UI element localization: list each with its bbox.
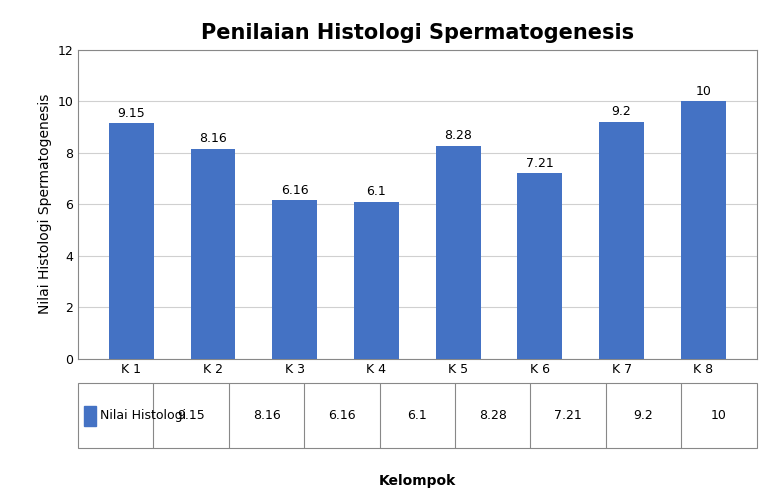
Text: 6.16: 6.16 [281,184,309,197]
Bar [190,148,236,359]
Bar [354,202,399,359]
Text: 8.16: 8.16 [199,132,227,145]
Text: 9.15: 9.15 [177,409,205,422]
Text: 9.2: 9.2 [633,409,654,422]
Bar [681,101,725,359]
Title: Penilaian Histologi Spermatogenesis: Penilaian Histologi Spermatogenesis [200,23,634,43]
Bar [436,145,480,359]
Bar [599,122,644,359]
Text: 6.16: 6.16 [328,409,356,422]
Text: 8.28: 8.28 [445,129,472,142]
Text: 9.2: 9.2 [612,106,632,119]
Text: 7.21: 7.21 [555,409,582,422]
Text: 10: 10 [711,409,727,422]
Text: 10: 10 [695,85,711,98]
Text: 8.16: 8.16 [253,409,280,422]
Bar [272,200,317,359]
Text: Kelompok: Kelompok [378,474,456,488]
Bar [517,173,562,359]
Text: 8.28: 8.28 [479,409,507,422]
Text: 7.21: 7.21 [526,157,554,170]
Text: Nilai Histologi: Nilai Histologi [101,409,186,422]
Text: 6.1: 6.1 [367,185,386,198]
Y-axis label: Nilai Histologi Spermatogenesis: Nilai Histologi Spermatogenesis [37,94,51,314]
Bar [109,123,154,359]
Text: 6.1: 6.1 [407,409,427,422]
Text: 9.15: 9.15 [118,107,145,120]
Bar [84,406,97,425]
